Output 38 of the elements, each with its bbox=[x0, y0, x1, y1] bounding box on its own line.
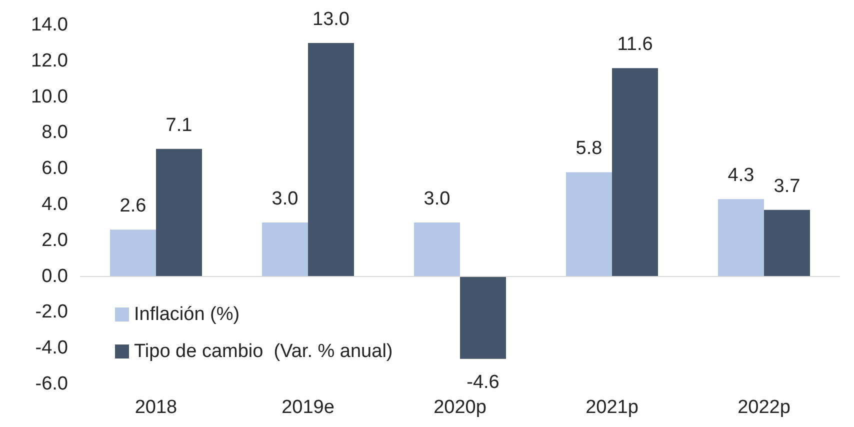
data-label: 5.8 bbox=[576, 138, 602, 160]
data-label: 4.3 bbox=[728, 165, 754, 186]
y-tick-label: 10.0 bbox=[31, 86, 68, 108]
data-label: 3.0 bbox=[424, 188, 450, 210]
x-tick-label: 2021p bbox=[586, 397, 638, 418]
bar bbox=[460, 276, 506, 359]
data-label: 13.0 bbox=[312, 8, 350, 30]
y-tick-label: -4.0 bbox=[35, 338, 68, 359]
y-tick-label: 2.0 bbox=[42, 230, 68, 251]
x-tick-label: 2020p bbox=[434, 397, 486, 418]
y-tick-label: 8.0 bbox=[42, 122, 68, 144]
data-label: -4.6 bbox=[466, 372, 500, 393]
bar bbox=[262, 222, 308, 276]
data-label: 3.7 bbox=[774, 176, 800, 197]
y-tick-label: -2.0 bbox=[35, 302, 68, 323]
bar bbox=[718, 199, 764, 276]
y-tick-label: 12.0 bbox=[31, 50, 68, 72]
y-tick-label: 4.0 bbox=[42, 194, 68, 215]
bar bbox=[110, 230, 156, 276]
y-tick-label: -6.0 bbox=[35, 374, 68, 394]
data-label: 11.6 bbox=[617, 34, 653, 56]
bar bbox=[764, 210, 810, 276]
data-label: 7.1 bbox=[166, 114, 192, 136]
bar bbox=[612, 68, 658, 276]
bar bbox=[308, 42, 354, 276]
y-tick-label: 0.0 bbox=[42, 266, 68, 287]
x-tick-label: 2019e bbox=[282, 397, 334, 418]
bar bbox=[156, 148, 202, 276]
legend-label: Inflación (%) bbox=[134, 304, 240, 325]
legend-label: Tipo de cambio (Var. % anual) bbox=[134, 341, 393, 362]
data-label: 2.6 bbox=[120, 196, 146, 217]
y-tick-label: 6.0 bbox=[42, 158, 68, 180]
bar bbox=[414, 222, 460, 276]
bar bbox=[566, 172, 612, 276]
x-tick-label: 2018 bbox=[134, 397, 178, 418]
data-label: 3.0 bbox=[272, 188, 298, 210]
x-tick-label: 2022p bbox=[738, 397, 790, 418]
y-tick-label: 14.0 bbox=[31, 14, 68, 36]
